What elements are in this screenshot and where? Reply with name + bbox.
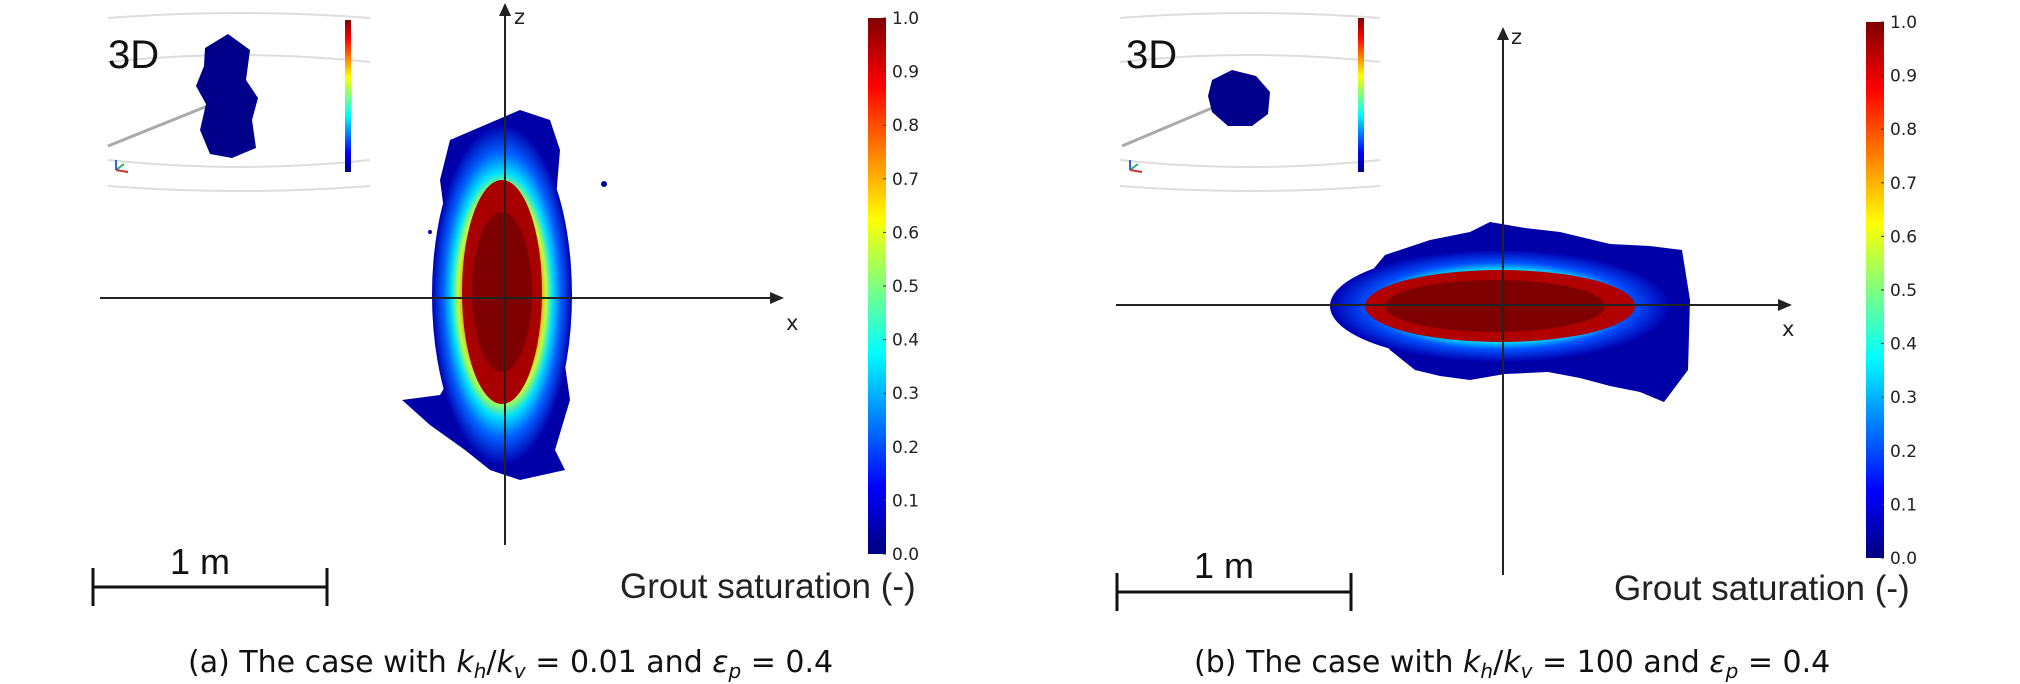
colorbar-tick-label: 0.5	[892, 277, 919, 297]
saturation-plume	[402, 110, 607, 480]
inset-3d-view: 3D	[107, 12, 371, 192]
colorbar-tick-label: 0.9	[1890, 67, 1917, 87]
colorbar-tick-label: 0.3	[1890, 388, 1917, 408]
inset-3d-view: 3D	[1119, 12, 1381, 192]
colorbar-tick-label: 0.3	[892, 384, 919, 404]
inset-plume	[196, 34, 258, 158]
colorbar-tick-label: 1.0	[892, 9, 919, 29]
colorbar-tick-label: 0.5	[1890, 281, 1917, 301]
z-axis-label: z	[514, 5, 525, 29]
colorbar-tick-label: 0.6	[1890, 227, 1917, 247]
colorbar-tick-label: 0.8	[892, 116, 919, 136]
scale-bar: 1 m	[1115, 545, 1353, 611]
colorbar-tick-label: 0.4	[1890, 335, 1917, 355]
z-axis-label: z	[1511, 25, 1522, 49]
colorbar-tick-label: 0.7	[1890, 174, 1917, 194]
colorbar-tick-label: 0.1	[892, 491, 919, 511]
inset-label: 3D	[108, 33, 159, 77]
scale-bar: 1 m	[91, 541, 329, 606]
colorbar-tick-label: 0.6	[892, 223, 919, 243]
inset-label: 3D	[1126, 33, 1177, 77]
panel-b: 3D z x 1 m 1.0 0.9 0.8 0.7 0.6 0.5 0.4 0.3 0.2 0.…	[1115, 12, 1917, 683]
colorbar-tick-label: 0.2	[892, 438, 919, 458]
scale-bar-label: 1 m	[1194, 545, 1254, 586]
colorbar-tick-label: 0.0	[892, 545, 919, 565]
caption: (b) The case with kh/kv = 100 and εp = 0…	[1194, 645, 1830, 683]
colorbar-tick-label: 0.1	[1890, 495, 1917, 515]
caption: (a) The case with kh/kv = 0.01 and εp = …	[188, 645, 833, 683]
colorbar-tick-label: 1.0	[1890, 13, 1917, 33]
x-axis-label: x	[1782, 317, 1794, 341]
scale-bar-label: 1 m	[170, 541, 230, 582]
colorbar-tick-label: 0.7	[892, 170, 919, 190]
x-axis-label: x	[786, 311, 798, 335]
colorbar-tick-label: 0.2	[1890, 442, 1917, 462]
colorbar: 1.0 0.9 0.8 0.7 0.6 0.5 0.4 0.3 0.2 0.1 0.0	[868, 9, 919, 565]
inset-colorbar	[345, 20, 351, 172]
saturation-plume	[1330, 222, 1690, 402]
colorbar-tick-label: 0.0	[1890, 549, 1917, 569]
colorbar-title: Grout saturation (-)	[620, 567, 916, 606]
inset-plume	[1208, 70, 1270, 126]
inset-colorbar	[1358, 18, 1364, 172]
colorbar: 1.0 0.9 0.8 0.7 0.6 0.5 0.4 0.3 0.2 0.1 0.0	[1866, 13, 1917, 569]
colorbar-tick-label: 0.4	[892, 331, 919, 351]
colorbar-title: Grout saturation (-)	[1614, 569, 1910, 608]
colorbar-tick-label: 0.8	[1890, 120, 1917, 140]
colorbar-tick-label: 0.9	[892, 63, 919, 83]
panel-a: 3D z x 1 m 1.00.90.80.70.60.50.40.30	[91, 3, 919, 683]
